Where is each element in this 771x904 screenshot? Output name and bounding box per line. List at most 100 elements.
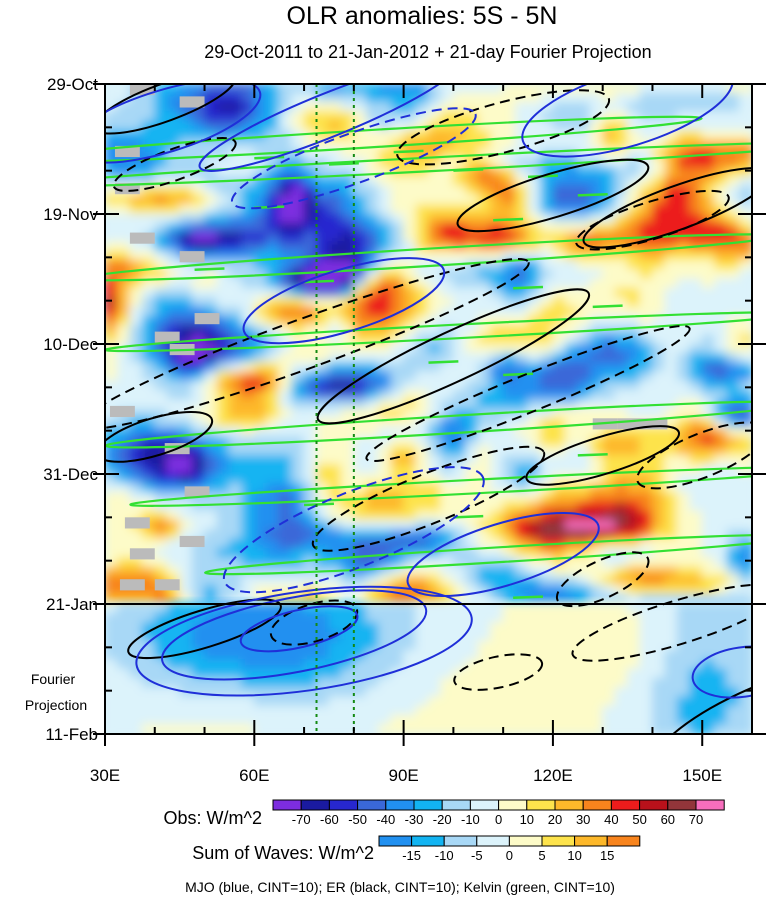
obs-cell [129,566,143,577]
projection-cell [639,714,653,726]
er-contour [453,653,544,691]
obs-cell [116,594,131,605]
obs-cell [627,492,641,503]
obs-cell [216,102,230,113]
obs-cell [316,139,330,150]
obs-cell [428,510,442,521]
obs-cell [552,575,566,586]
obs-cell [316,129,330,141]
x-axis: 30E 60E 90E 120E 150E [90,766,722,785]
projection-cell [154,649,168,661]
obs-cell [291,120,305,131]
obs-cell [465,250,479,261]
obs-cell [452,102,467,113]
obs-cell [216,204,230,215]
obs-cell [664,259,678,271]
obs-cell [216,492,230,503]
obs-cell [353,538,367,549]
obs-cell [241,538,255,549]
obs-cell [105,594,118,605]
obs-cell [614,482,629,494]
obs-cell [589,232,604,243]
projection-cell [539,714,554,726]
obs-cell [627,538,641,549]
projection-cell [502,714,517,726]
kelvin-contour [203,533,752,576]
projection-cell [403,649,417,661]
obs-cell [564,436,579,447]
obs-cell [689,436,703,447]
obs-cell [166,92,181,104]
obs-cell [589,473,604,484]
obs-cell [303,241,318,252]
contour-legend-note: MJO (blue, CINT=10); ER (black, CINT=10)… [185,879,615,895]
obs-cell [564,510,579,521]
obs-cell [303,492,318,503]
projection-cell [141,687,156,698]
obs-cell [714,594,728,605]
obs-cell [291,417,305,429]
obs-cell [266,343,280,354]
obs-cell [452,139,467,150]
obs-cell [714,222,728,234]
obs-cell [340,343,355,354]
obs-cell [739,120,752,131]
obs-cell [316,399,330,410]
obs-cell [216,148,230,159]
projection-cell [204,612,218,624]
obs-cell [291,315,305,326]
projection-cell [266,687,280,698]
obs-cell [340,167,355,178]
obs-cell [627,399,641,410]
obs-cell [403,380,417,391]
obs-cell [328,102,342,113]
projection-cell [105,649,118,661]
obs-cell [253,287,268,299]
obs-cell [216,84,230,94]
obs-cell [266,167,280,178]
obs-cell [676,259,691,271]
projection-cell [378,649,392,661]
projection-cell [166,714,181,726]
obs-cell [216,120,230,131]
obs-cell [689,129,703,141]
mjo-contour [161,589,428,681]
obs-cell [303,334,318,345]
obs-cell [129,427,143,438]
obs-cell [403,92,417,104]
obs-cell [166,185,181,196]
obs-cell [129,529,143,540]
obs-cell [602,84,616,94]
obs-cell [228,250,243,261]
obs-cell [241,213,255,224]
obs-cell [651,501,666,512]
obs-cell [651,194,666,206]
projection-cell [577,640,591,651]
obs-cell [614,250,629,261]
obs-cell [428,547,442,559]
projection-cell [602,677,616,689]
obs-cell [415,454,429,466]
obs-cell [714,538,728,549]
obs-cell [390,362,405,373]
obs-cell [179,232,193,243]
obs-cell [726,102,741,113]
obs-cell [390,92,405,104]
obs-cell [602,380,616,391]
obs-cell [614,111,629,122]
projection-cell [714,687,728,698]
obs-cell [253,250,268,261]
obs-cell [291,287,305,299]
obs-cell [179,389,193,401]
obs-cell [204,445,218,456]
obs-cell [241,287,255,299]
obs-cell [701,194,716,206]
obs-cell [266,473,280,484]
obs-cell [116,297,131,308]
projection-cell [179,649,193,661]
obs-cell [552,584,566,596]
obs-cell [589,167,604,178]
obs-cell [105,315,118,326]
projection-cell [228,687,243,698]
obs-cell [689,510,703,521]
